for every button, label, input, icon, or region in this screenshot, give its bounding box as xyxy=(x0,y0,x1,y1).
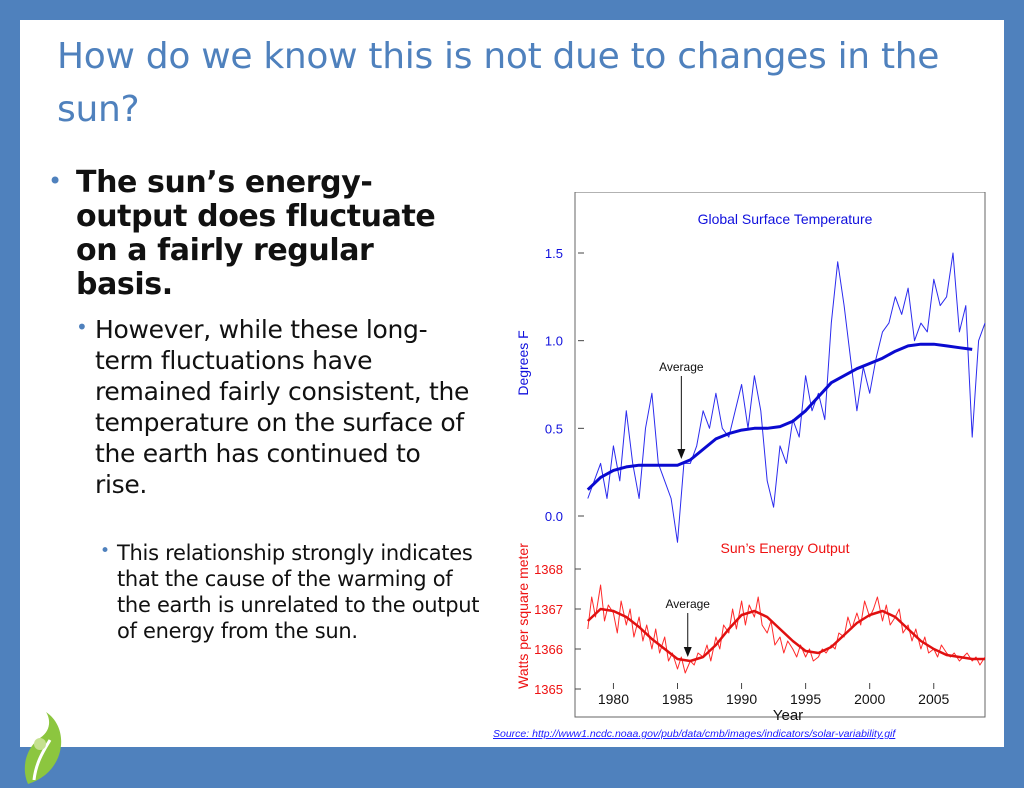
temperature-y-tick-label: 0.0 xyxy=(545,509,563,524)
temperature-axis-label: Degrees F xyxy=(515,330,531,395)
x-tick-label: 1980 xyxy=(598,691,629,707)
year-axis-label: Year xyxy=(773,707,803,722)
sun-y-tick-label: 1366 xyxy=(534,642,563,657)
temperature-chart-title: Global Surface Temperature xyxy=(698,211,873,227)
sun-average-line xyxy=(586,607,985,663)
temperature-y-tick-label: 0.5 xyxy=(545,421,563,436)
temperature-annotation-arrowhead xyxy=(677,449,686,459)
leaf-logo-icon xyxy=(24,712,62,784)
sun-y-tick-label: 1367 xyxy=(534,602,563,617)
sun-y-tick-label: 1368 xyxy=(534,562,563,577)
x-tick-label: 1995 xyxy=(790,691,821,707)
bullet-dot-icon: • xyxy=(76,315,88,339)
bullet-level-2-text: However, while these long-term fluctuati… xyxy=(95,315,470,499)
source-link[interactable]: Source: http://www1.ncdc.noaa.gov/pub/da… xyxy=(493,728,896,740)
bullet-level-2: • However, while these long-term fluctua… xyxy=(76,314,480,500)
x-tick-label: 1990 xyxy=(726,691,757,707)
slide: How do we know this is not due to change… xyxy=(20,20,1004,784)
bullet-dot-icon: • xyxy=(100,541,110,561)
bullet-level-3-text: This relationship strongly indicates tha… xyxy=(117,541,480,643)
sun-axis-label: Watts per square meter xyxy=(515,543,531,689)
slide-title: How do we know this is not due to change… xyxy=(57,36,940,130)
x-tick-label: 1985 xyxy=(662,691,693,707)
climate-chart: Global Surface Temperature Sun’s Energy … xyxy=(515,192,986,722)
bullet-level-1-text: The sun’s energy-output does fluctuate o… xyxy=(76,165,436,302)
sun-average-annotation: Average xyxy=(666,597,711,611)
bullet-level-3: • This relationship strongly indicates t… xyxy=(100,540,488,644)
bullet-level-1: • The sun’s energy-output does fluctuate… xyxy=(48,165,476,302)
sun-annotation-arrowhead xyxy=(683,647,692,657)
temperature-average-annotation: Average xyxy=(659,360,704,374)
temperature-average-line xyxy=(586,342,973,491)
x-tick-label: 2005 xyxy=(918,691,949,707)
bullet-dot-icon: • xyxy=(48,167,62,195)
sun-chart-title: Sun’s Energy Output xyxy=(721,540,850,556)
temperature-annual-line xyxy=(587,252,986,543)
temperature-y-tick-label: 1.5 xyxy=(545,246,563,261)
temperature-y-tick-label: 1.0 xyxy=(545,334,563,349)
x-tick-label: 2000 xyxy=(854,691,885,707)
sun-y-tick-label: 1365 xyxy=(534,682,563,697)
